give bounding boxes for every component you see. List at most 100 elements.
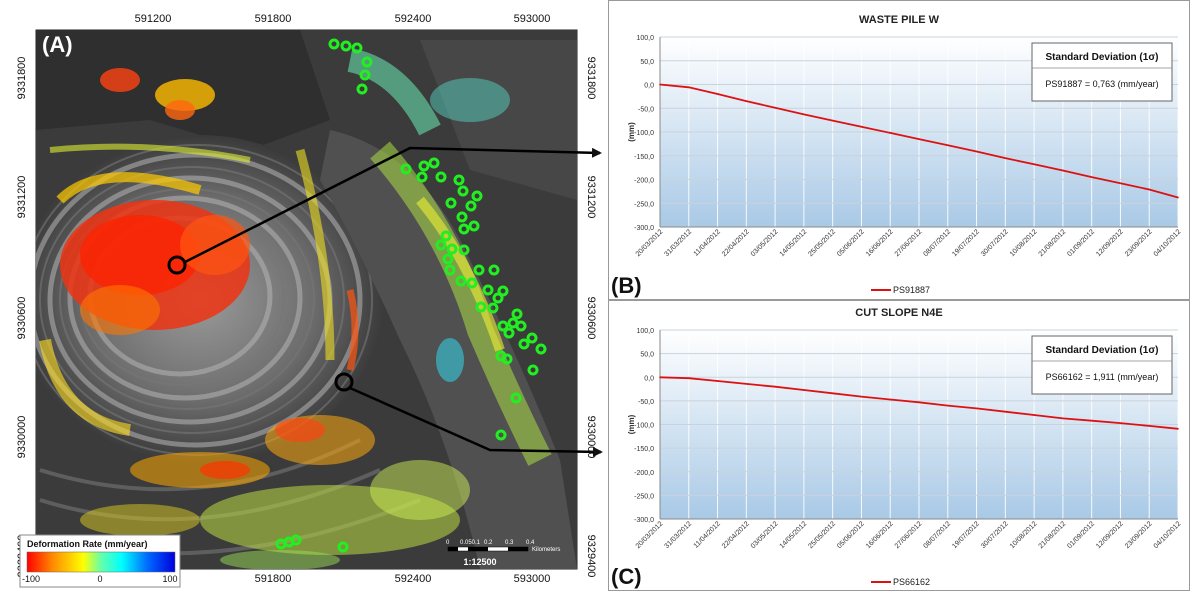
- data-point: [687, 86, 690, 89]
- ps-marker: [468, 220, 480, 232]
- ps-marker: [510, 392, 522, 404]
- data-point: [831, 119, 834, 122]
- ps-marker: [428, 157, 440, 169]
- ps-marker: [527, 364, 539, 376]
- y-tick-left: 9330000: [16, 416, 28, 459]
- scale-ratio: 1:12500: [463, 557, 496, 567]
- data-point: [975, 407, 978, 410]
- x-tick-top: 593000: [514, 13, 551, 25]
- data-point: [774, 385, 776, 388]
- data-point: [803, 389, 805, 391]
- ps-marker: [482, 284, 494, 296]
- data-point: [803, 113, 805, 116]
- y-tick-right: 9329400: [585, 535, 597, 578]
- scale-label: 0.3: [505, 540, 514, 546]
- y-tick-left: 9331800: [16, 57, 28, 100]
- data-point: [716, 93, 719, 95]
- x-tick-top: 591800: [255, 13, 292, 25]
- data-point: [1004, 157, 1007, 159]
- y-tick-left: 9331200: [16, 176, 28, 219]
- panel-label: (B): [611, 273, 642, 298]
- x-tick-bottom: 592400: [395, 573, 432, 585]
- ps-marker: [418, 160, 430, 172]
- x-tick-top: 592400: [395, 13, 432, 25]
- ps-marker: [497, 320, 509, 332]
- legend-label: PS91887: [893, 285, 930, 295]
- std-dev-box: [1031, 335, 1173, 395]
- data-point: [860, 125, 863, 128]
- y-axis-label: (mm): [627, 122, 636, 142]
- scale-label: 0.050.1: [460, 540, 481, 546]
- data-point: [975, 150, 978, 153]
- y-tick-right: 9330000: [585, 416, 597, 459]
- y-tick-label: -250,0: [634, 201, 654, 208]
- y-tick-label: 50,0: [640, 59, 654, 66]
- chart-title: WASTE PILE W: [859, 14, 940, 26]
- scale-label: 0.2: [484, 540, 493, 546]
- std-dev-title: Standard Deviation (1σ): [1046, 345, 1159, 356]
- ps-marker: [361, 56, 373, 68]
- data-point: [687, 377, 690, 379]
- pointer-lines: [167, 146, 603, 457]
- x-tick-bottom: 591800: [255, 573, 292, 585]
- chart-title: CUT SLOPE N4E: [855, 307, 942, 319]
- chart-panel-cut-slope: CUT SLOPE N4E 100,0 50,0 0,0 -50,0 -100,0 -150…: [608, 300, 1190, 591]
- data-point: [774, 106, 776, 109]
- ps-marker: [351, 42, 363, 54]
- data-point: [659, 376, 661, 379]
- ps-marker: [442, 253, 454, 265]
- y-tick-label: -200,0: [634, 470, 654, 477]
- chart-cut-slope: CUT SLOPE N4E 100,0 50,0 0,0 -50,0 -100,0 -150…: [608, 300, 1190, 591]
- legend-mid: 0: [97, 574, 102, 584]
- ps-marker: [487, 302, 499, 314]
- ps-marker: [492, 292, 504, 304]
- y-tick-label: -200,0: [634, 178, 654, 185]
- ps-markers: [275, 38, 547, 553]
- chart-waste-pile: WASTE PILE W 100,0 50,0 0,0 -50,0 -100,0 -150,…: [608, 0, 1190, 300]
- y-tick-label: 0,0: [644, 375, 654, 382]
- ps-marker: [445, 197, 457, 209]
- data-point: [1062, 417, 1064, 420]
- y-tick-label: -250,0: [634, 493, 654, 500]
- scale-unit: Kilometers: [532, 547, 560, 553]
- deformation-points: [39, 48, 552, 569]
- y-tick-label: -50,0: [638, 399, 654, 406]
- data-point: [918, 138, 920, 140]
- ps-marker: [466, 277, 478, 289]
- legend-title: Deformation Rate (mm/year): [27, 539, 148, 549]
- data-point: [889, 132, 892, 134]
- ps-marker: [328, 38, 340, 50]
- ps-marker: [435, 171, 447, 183]
- ps-marker: [526, 332, 538, 344]
- legend-min: -100: [22, 574, 40, 584]
- y-tick-label: 100,0: [636, 35, 654, 42]
- y-tick-label: -100,0: [634, 423, 654, 430]
- ps-marker: [290, 534, 302, 546]
- data-point: [1119, 182, 1122, 185]
- deformation-legend: Deformation Rate (mm/year) -100 0 100: [19, 534, 181, 588]
- y-axis-label: (mm): [627, 414, 636, 434]
- y-tick-label: -300,0: [634, 225, 654, 232]
- std-dev-value: PS91887 = 0,763 (mm/year): [1045, 79, 1158, 89]
- ps-marker: [337, 541, 349, 553]
- pointer-line-b: [184, 146, 602, 264]
- ps-marker: [515, 320, 527, 332]
- deformation-map-panel: (A) 591200 591800 592400 593000 591800 5…: [16, 13, 603, 588]
- scale-label: 0.4: [526, 540, 535, 546]
- x-tick-top: 591200: [135, 13, 172, 25]
- data-point: [946, 404, 949, 407]
- legend-label: PS66162: [893, 577, 930, 587]
- ps-marker: [518, 338, 530, 350]
- y-tick-label: -50,0: [638, 106, 654, 113]
- ps-marker: [503, 327, 515, 339]
- y-tick-label: -100,0: [634, 130, 654, 137]
- ps-marker: [457, 185, 469, 197]
- ps-marker: [488, 264, 500, 276]
- data-point: [1062, 169, 1064, 172]
- y-tick-left: 9330600: [16, 297, 28, 340]
- data-point: [659, 83, 661, 86]
- data-point: [1177, 427, 1179, 430]
- data-point: [1177, 196, 1179, 199]
- ps-marker: [458, 223, 470, 235]
- y-tick-label: -300,0: [634, 517, 654, 524]
